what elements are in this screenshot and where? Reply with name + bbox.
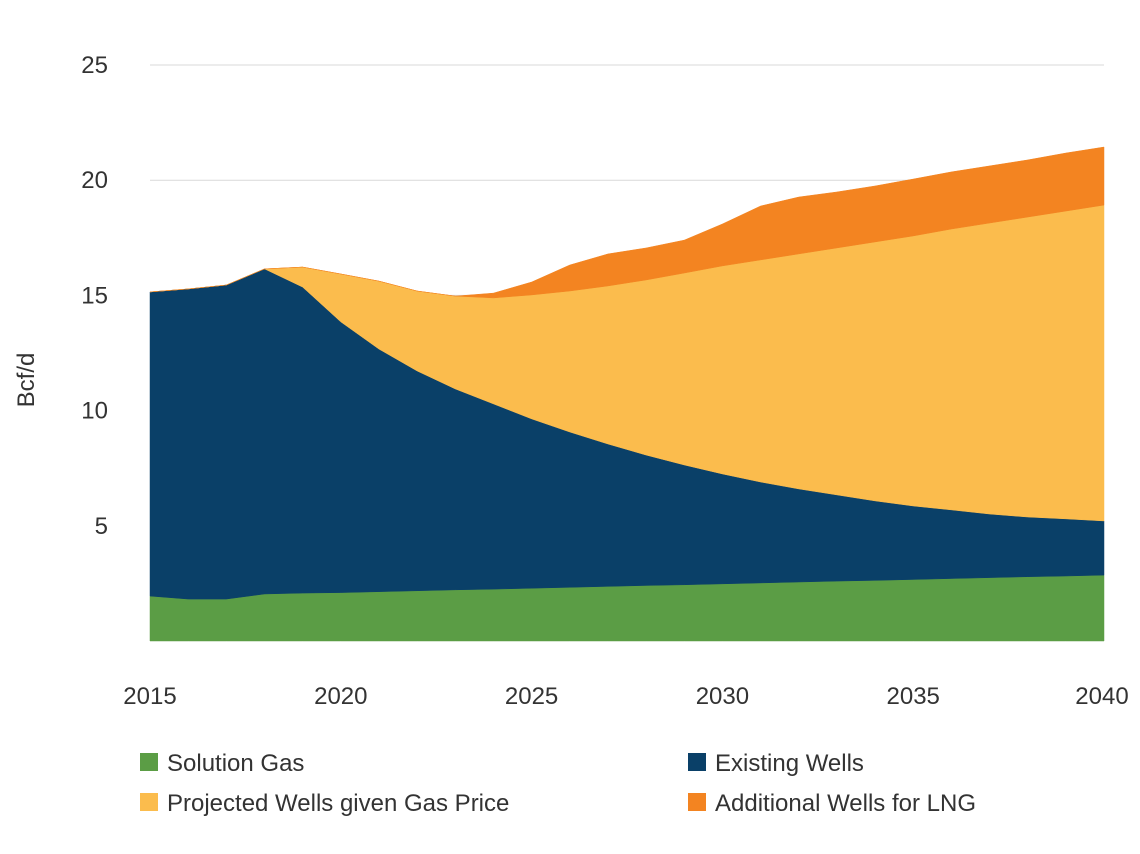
area-additional-wells-for-lng bbox=[149, 146, 1105, 299]
x-tick-label: 2040 bbox=[1075, 683, 1128, 710]
legend-item: Solution Gas bbox=[140, 750, 304, 777]
x-tick-label: 2030 bbox=[696, 683, 749, 710]
y-axis-ticks: 5 10 15 20 25 bbox=[81, 52, 108, 540]
x-axis-ticks: 2015 2020 2025 2030 2035 2040 bbox=[123, 683, 1128, 710]
x-tick-label: 2025 bbox=[505, 683, 558, 710]
x-tick-label: 2015 bbox=[123, 683, 176, 710]
x-tick-label: 2020 bbox=[314, 683, 367, 710]
legend-label: Additional Wells for LNG bbox=[715, 790, 976, 817]
y-tick-label: 20 bbox=[81, 167, 108, 194]
legend-swatch bbox=[140, 793, 158, 811]
y-tick-label: 5 bbox=[95, 513, 108, 540]
y-tick-label: 25 bbox=[81, 52, 108, 79]
y-axis-label: Bcf/d bbox=[13, 353, 40, 408]
y-tick-label: 15 bbox=[81, 282, 108, 309]
legend-swatch bbox=[688, 753, 706, 771]
legend-item: Additional Wells for LNG bbox=[688, 790, 976, 817]
x-tick-label: 2035 bbox=[887, 683, 940, 710]
legend-label: Projected Wells given Gas Price bbox=[167, 790, 509, 817]
legend-swatch bbox=[688, 793, 706, 811]
y-tick-label: 10 bbox=[81, 398, 108, 425]
area-series bbox=[149, 146, 1105, 642]
legend-label: Solution Gas bbox=[167, 750, 304, 777]
legend-label: Existing Wells bbox=[715, 750, 864, 777]
legend: Solution Gas Existing Wells Projected Well… bbox=[140, 750, 976, 817]
legend-item: Existing Wells bbox=[688, 750, 864, 777]
legend-swatch bbox=[140, 753, 158, 771]
legend-item: Projected Wells given Gas Price bbox=[140, 790, 509, 817]
